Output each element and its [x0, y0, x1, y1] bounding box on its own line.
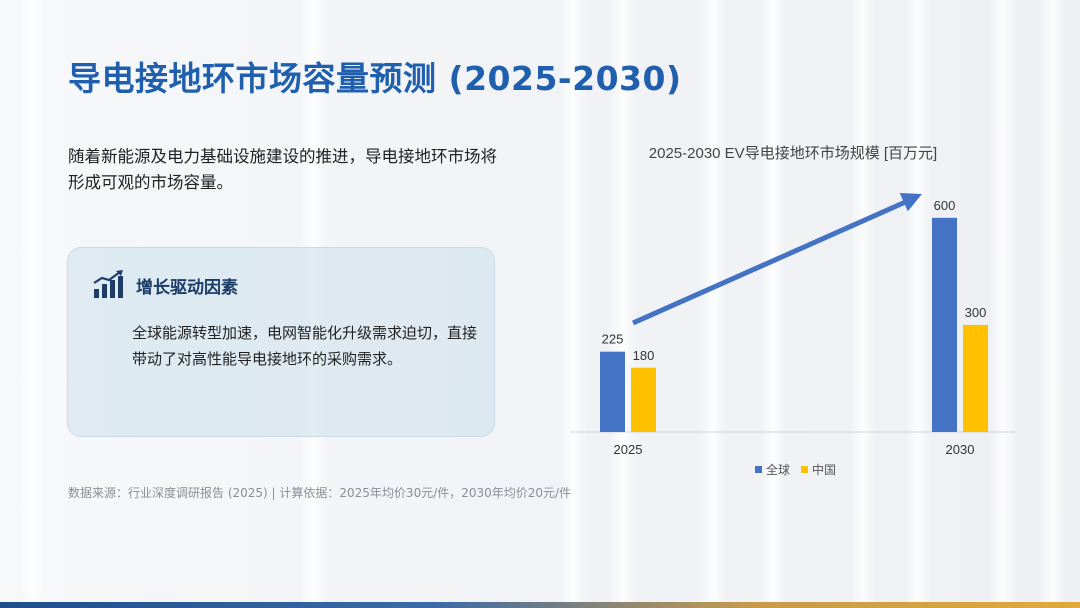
chart-legend: 全球 中国 [755, 462, 836, 477]
chart-plot-area: 225 180 2025 600 300 2030 [570, 193, 1015, 457]
legend-label-1: 中国 [812, 462, 836, 477]
bar-2030-0 [932, 217, 957, 432]
chart-title: 2025-2030 EV导电接地环市场规模 [百万元] [649, 145, 937, 162]
growth-chart-icon [93, 270, 123, 298]
data-label-2025-1: 180 [633, 348, 655, 363]
x-tick-label-2025: 2025 [614, 442, 643, 457]
card-title: 增长驱动因素 [136, 277, 238, 298]
data-source-note: 数据来源：行业深度调研报告 (2025) | 计算依据：2025年均价30元/件… [68, 486, 572, 500]
data-label-2030-0: 600 [934, 198, 956, 213]
legend-swatch-0 [755, 466, 762, 473]
intro-text: 随着新能源及电力基础设施建设的推进，导电接地环市场将形成可观的市场容量。 [68, 147, 497, 192]
legend-label-0: 全球 [766, 462, 790, 477]
data-label-2030-1: 300 [965, 305, 987, 320]
page-title: 导电接地环市场容量预测 (2025-2030) [68, 59, 682, 98]
growth-arrow-head [899, 193, 922, 212]
market-size-chart: 2025-2030 EV导电接地环市场规模 [百万元] 225 180 2025 60… [570, 145, 1015, 477]
data-label-2025-0: 225 [602, 332, 624, 347]
legend-swatch-1 [801, 466, 808, 473]
bottom-accent-bar [0, 602, 1080, 608]
card-header: 增长驱动因素 [92, 270, 238, 300]
x-tick-label-2030: 2030 [946, 442, 975, 457]
bar-2030-1 [963, 324, 988, 432]
growth-drivers-card: 增长驱动因素 全球能源转型加速，电网智能化升级需求迫切，直接带动了对高性能导电接… [67, 247, 495, 437]
card-body-text: 全球能源转型加速，电网智能化升级需求迫切，直接带动了对高性能导电接地环的采购需求… [132, 324, 478, 368]
growth-arrow [631, 197, 912, 326]
bar-2025-1 [631, 367, 656, 432]
bar-2025-0 [600, 351, 625, 432]
